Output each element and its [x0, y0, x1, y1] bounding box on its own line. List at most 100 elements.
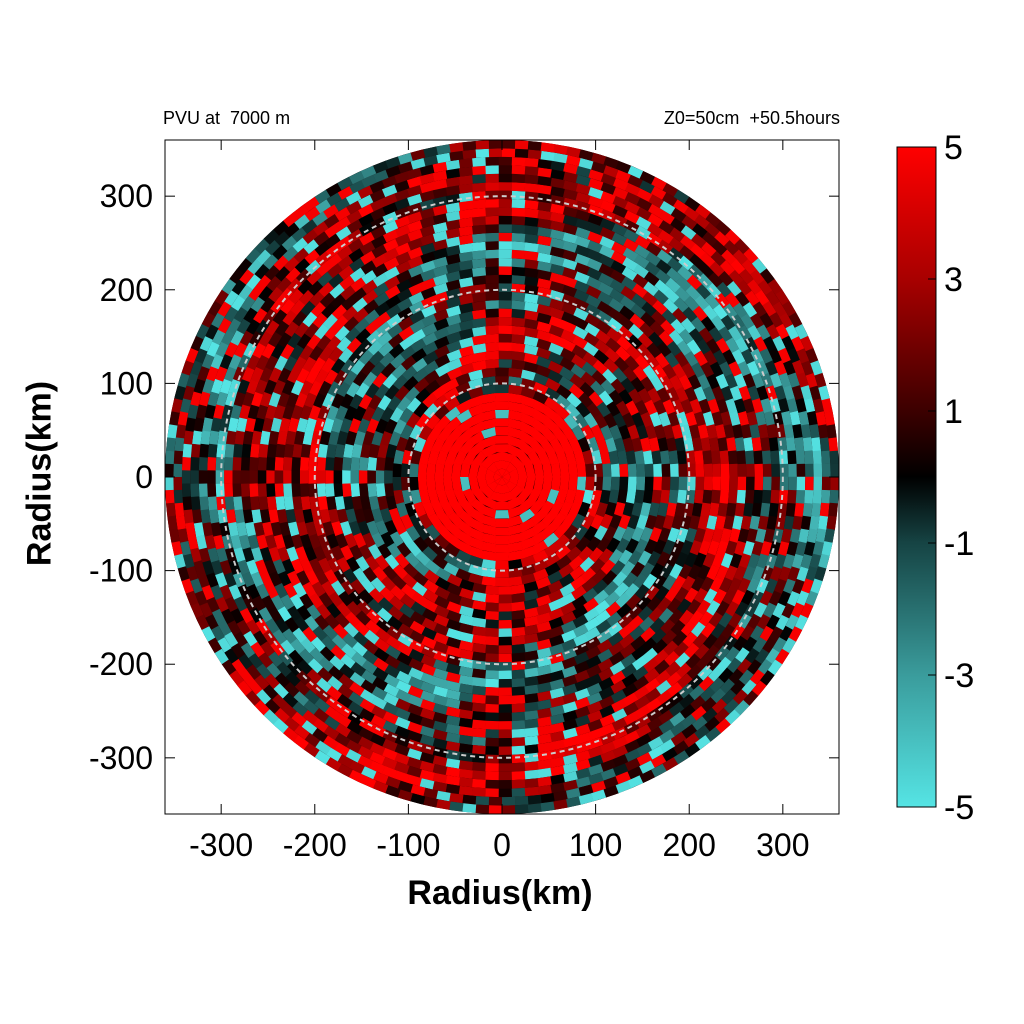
heatmap-cell	[468, 537, 484, 550]
heatmap-cell	[294, 616, 310, 633]
heatmap-cell	[571, 424, 586, 441]
heatmap-cell	[791, 553, 804, 569]
heatmap-cell	[251, 547, 264, 563]
heatmap-cell	[350, 483, 361, 498]
heatmap-cell	[223, 572, 237, 588]
heatmap-cell	[321, 357, 336, 374]
heatmap-cell	[323, 213, 340, 229]
heatmap-cell	[533, 462, 545, 477]
heatmap-cell	[443, 552, 460, 567]
heatmap-cell	[311, 357, 326, 373]
heatmap-cell	[201, 585, 215, 601]
heatmap-cell	[334, 496, 346, 511]
heatmap-cell	[224, 496, 235, 511]
heatmap-cell	[595, 609, 611, 625]
heatmap-cell	[510, 455, 524, 469]
heatmap-cell	[445, 732, 461, 744]
heatmap-cell	[472, 634, 487, 645]
heatmap-cell	[307, 280, 324, 296]
y-tick-label: -300	[89, 740, 153, 776]
heatmap-cell	[324, 324, 340, 341]
heatmap-cell	[645, 424, 657, 440]
heatmap-cell	[239, 607, 254, 624]
heatmap-cell	[580, 567, 597, 583]
heatmap-cell	[273, 255, 289, 271]
heatmap-cell	[292, 496, 303, 511]
heatmap-cell	[511, 677, 526, 688]
heatmap-cell	[559, 501, 573, 517]
plot-title-right: Z0=50cm +50.5hours	[663, 108, 840, 128]
heatmap-cell	[616, 537, 630, 554]
heatmap-cell	[250, 366, 264, 383]
heatmap-cell	[260, 509, 271, 524]
heatmap-cell	[181, 483, 191, 498]
heatmap-cell	[613, 525, 627, 542]
heatmap-cell	[575, 776, 591, 788]
heatmap-cell	[359, 698, 376, 713]
heatmap-cell	[395, 242, 411, 256]
heatmap-cell	[789, 528, 801, 544]
heatmap-cell	[169, 411, 180, 426]
heatmap-cell	[459, 362, 475, 375]
heatmap-cell	[608, 288, 625, 303]
heatmap-cell	[562, 223, 578, 236]
heatmap-cell	[794, 436, 805, 452]
heatmap-cell	[828, 437, 838, 452]
heatmap-cell	[458, 217, 473, 228]
heatmap-cell	[302, 229, 318, 245]
heatmap-cell	[563, 771, 579, 783]
heatmap-cell	[230, 534, 242, 550]
heatmap-cell	[559, 347, 576, 362]
heatmap-cell	[747, 385, 760, 401]
heatmap-cell	[596, 501, 609, 518]
heatmap-cell	[738, 669, 754, 685]
heatmap-cell	[725, 337, 740, 353]
heatmap-cell	[756, 577, 769, 594]
heatmap-cell	[769, 311, 784, 328]
heatmap-cell	[485, 729, 499, 739]
heatmap-cell	[232, 572, 246, 588]
heatmap-cell	[355, 610, 371, 626]
heatmap-cell	[511, 609, 526, 620]
heatmap-cell	[444, 542, 461, 558]
heatmap-cell	[694, 204, 711, 219]
heatmap-cell	[751, 397, 764, 414]
heatmap-cell	[374, 383, 390, 400]
heatmap-cell	[232, 483, 242, 498]
heatmap-cell	[507, 409, 523, 421]
heatmap-cell	[395, 689, 412, 703]
heatmap-cell	[787, 347, 800, 363]
heatmap-cell	[549, 696, 565, 708]
heatmap-cell	[658, 411, 671, 427]
heatmap-cell	[277, 367, 292, 384]
heatmap-cell	[586, 249, 603, 262]
heatmap-cell	[407, 220, 423, 233]
heatmap-cell	[357, 203, 374, 218]
heatmap-cell	[769, 565, 783, 582]
heatmap-cell	[443, 477, 453, 492]
heatmap-cell	[787, 489, 797, 504]
heatmap-cell	[691, 436, 703, 452]
heatmap-cell	[266, 457, 276, 471]
heatmap-cell	[326, 443, 337, 459]
heatmap-cell	[734, 502, 745, 517]
heatmap-cell	[370, 577, 386, 593]
heatmap-cell	[413, 561, 430, 577]
heatmap-cell	[360, 679, 377, 694]
heatmap-cell	[662, 757, 679, 771]
heatmap-cell	[475, 140, 490, 150]
heatmap-cell	[576, 476, 587, 491]
heatmap-cell	[447, 426, 463, 443]
heatmap-cell	[662, 574, 677, 591]
heatmap-cell	[553, 799, 568, 810]
heatmap-cell	[342, 483, 352, 498]
heatmap-cell	[716, 656, 732, 673]
heatmap-cell	[695, 463, 705, 477]
heatmap-cell	[645, 251, 661, 267]
heatmap-cell	[550, 194, 565, 206]
heatmap-cell	[273, 718, 289, 734]
heatmap-cell	[328, 665, 344, 681]
heatmap-cell	[453, 449, 467, 466]
heatmap-cell	[520, 527, 536, 542]
heatmap-cell	[711, 527, 724, 543]
